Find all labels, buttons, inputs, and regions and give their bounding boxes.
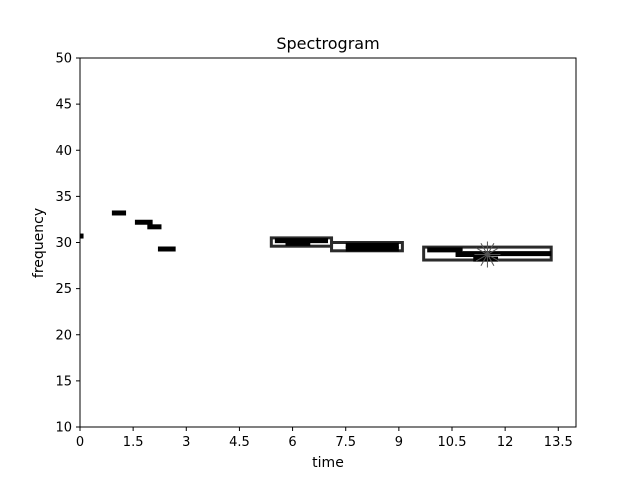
- x-axis-label: time: [312, 455, 344, 471]
- x-tick-label: 3: [182, 435, 190, 450]
- x-tick-label: 12: [497, 435, 514, 450]
- x-tick-label: 0: [76, 435, 84, 450]
- y-tick-label: 15: [55, 374, 72, 389]
- y-axis: 10 15 20 25 30 35 40 45 50: [55, 52, 80, 436]
- x-tick-label: 9: [395, 435, 403, 450]
- x-tick-label: 6: [288, 435, 296, 450]
- chart-title: Spectrogram: [276, 34, 379, 53]
- star-marker: [474, 241, 501, 268]
- y-axis-label: frequency: [31, 208, 47, 278]
- x-tick-label: 4.5: [229, 435, 250, 450]
- y-tick-label: 50: [55, 52, 72, 67]
- x-tick-label: 10.5: [438, 435, 467, 450]
- x-axis: 0 1.5 3 4.5 6 7.5 9 10.5 12 13.5: [76, 427, 573, 450]
- y-tick-label: 40: [55, 144, 72, 159]
- y-tick-label: 45: [55, 98, 72, 113]
- plot-area: [80, 210, 553, 268]
- y-tick-label: 10: [55, 421, 72, 436]
- x-tick-label: 7.5: [335, 435, 356, 450]
- y-tick-label: 30: [55, 236, 72, 251]
- x-tick-label: 1.5: [123, 435, 144, 450]
- y-tick-label: 20: [55, 328, 72, 343]
- y-tick-label: 25: [55, 282, 72, 297]
- x-tick-label: 13.5: [544, 435, 573, 450]
- y-tick-label: 35: [55, 190, 72, 205]
